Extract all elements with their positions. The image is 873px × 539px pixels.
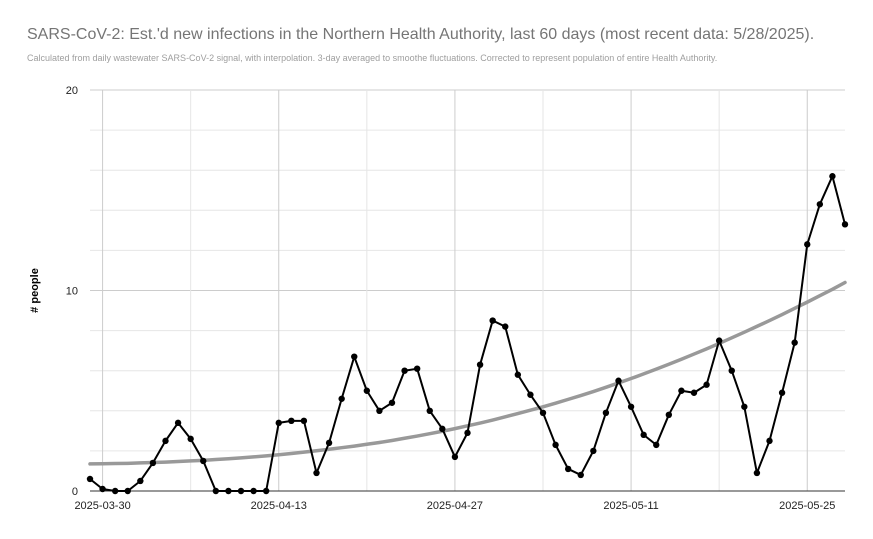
chart-subtitle: Calculated from daily wastewater SARS-Co… <box>27 53 718 63</box>
data-point <box>577 471 584 479</box>
data-point <box>653 441 660 449</box>
data-point <box>678 387 685 394</box>
data-point <box>489 317 496 324</box>
data-point <box>464 429 471 437</box>
data-point <box>338 395 345 402</box>
data-point <box>640 431 647 439</box>
x-tick-label: 2025-03-30 <box>74 500 130 512</box>
data-point <box>590 447 597 455</box>
data-point <box>841 221 849 228</box>
x-tick-label: 2025-04-27 <box>427 500 483 512</box>
data-point <box>363 387 371 394</box>
x-tick-label: 2025-05-11 <box>603 500 658 512</box>
data-point <box>212 487 220 495</box>
data-point <box>275 419 282 427</box>
data-point <box>174 419 182 427</box>
data-point <box>86 475 94 483</box>
x-tick-label: 2025-05-25 <box>779 500 835 512</box>
data-point <box>703 381 710 388</box>
data-point <box>124 487 131 495</box>
data-point <box>728 367 735 374</box>
data-point <box>262 487 270 495</box>
data-point <box>514 371 522 378</box>
data-point <box>816 201 824 208</box>
y-tick-label: 0 <box>72 486 78 498</box>
data-point <box>602 409 610 417</box>
data-point <box>791 339 798 346</box>
x-tick-label: 2025-04-13 <box>251 500 307 512</box>
data-point <box>237 487 245 495</box>
data-point <box>829 173 836 180</box>
data-point <box>451 453 459 461</box>
data-point <box>388 399 396 406</box>
data-point <box>564 465 572 473</box>
data-point <box>778 389 786 396</box>
data-point <box>766 437 773 445</box>
chart-title: SARS-CoV-2: Est.'d new infections in the… <box>27 26 815 43</box>
data-point <box>111 487 119 495</box>
data-point <box>627 403 635 410</box>
data-point <box>426 407 433 414</box>
data-point <box>137 477 144 485</box>
infections-line <box>89 175 846 492</box>
data-point <box>200 457 207 465</box>
data-point <box>413 365 421 372</box>
data-point <box>476 361 484 368</box>
data-point <box>225 487 232 495</box>
data-point <box>804 241 811 248</box>
data-point <box>439 425 446 433</box>
data-point <box>99 485 106 493</box>
data-point <box>300 417 308 425</box>
data-point <box>527 391 534 398</box>
data-point <box>753 469 761 477</box>
data-point <box>552 441 559 449</box>
data-point <box>690 389 698 396</box>
data-point <box>539 409 547 417</box>
data-point <box>187 435 194 443</box>
data-point <box>313 469 320 477</box>
data-point <box>502 323 509 330</box>
data-point <box>250 487 257 495</box>
y-tick-label: 10 <box>66 286 78 298</box>
data-point <box>162 437 169 445</box>
data-point <box>615 377 622 384</box>
data-point <box>376 407 383 414</box>
data-point <box>665 411 673 419</box>
data-point <box>351 353 358 360</box>
data-point <box>325 439 333 447</box>
data-point <box>149 459 157 467</box>
data-point <box>288 417 295 425</box>
y-tick-label: 20 <box>66 85 78 97</box>
data-point <box>715 337 723 344</box>
data-point <box>741 403 748 410</box>
y-axis-label: # people <box>29 268 41 313</box>
data-point <box>401 367 408 374</box>
